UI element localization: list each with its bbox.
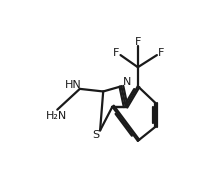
Text: F: F	[113, 48, 119, 58]
Text: HN: HN	[65, 80, 82, 90]
Text: H₂N: H₂N	[46, 111, 67, 121]
Text: N: N	[122, 77, 131, 87]
Text: F: F	[158, 48, 165, 58]
Text: S: S	[92, 130, 99, 140]
Text: F: F	[135, 37, 141, 47]
